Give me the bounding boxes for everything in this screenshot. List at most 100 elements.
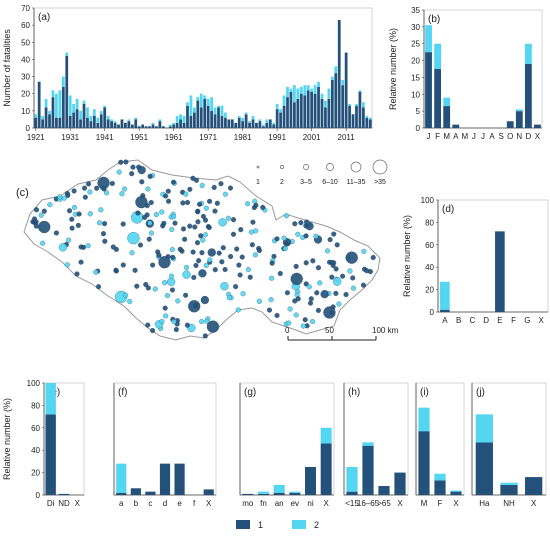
map-point — [164, 293, 170, 299]
map-point — [180, 226, 187, 232]
panel-e-ytick-label: 0 — [36, 491, 41, 500]
map-point — [127, 231, 140, 245]
bar-a-s1 — [61, 86, 65, 128]
map-point — [69, 225, 75, 231]
bar-f-s1 — [130, 488, 141, 495]
bar-a-s2 — [296, 88, 300, 99]
map-point — [190, 249, 196, 255]
bar-a-s2 — [82, 100, 86, 104]
bar-a-s1 — [237, 117, 241, 128]
bar-a-s1 — [92, 116, 96, 128]
bar-b-s1 — [515, 111, 523, 128]
map-point — [53, 230, 59, 236]
bar-a-s2 — [241, 117, 245, 122]
bar-b-s2 — [425, 25, 432, 53]
bar-a-s2 — [303, 85, 307, 96]
size-legend-circle — [303, 164, 309, 170]
bar-g-s1 — [242, 493, 254, 495]
bar-a-s2 — [61, 76, 65, 87]
bar-a-s1 — [137, 126, 141, 128]
bar-a-s1 — [217, 107, 220, 128]
map-point — [274, 236, 280, 242]
bar-a-s2 — [217, 105, 220, 108]
bar-a-s1 — [348, 105, 351, 128]
map-point — [183, 292, 189, 298]
panel-a-fatalities-by-year: 0 10 20 30 40 50 60 70 Number of fatalities (a) 19… — [2, 4, 373, 142]
map-point — [287, 306, 293, 312]
map-point — [313, 233, 319, 239]
bar-b-s2 — [524, 43, 532, 64]
size-legend-label: 11–35 — [347, 179, 366, 186]
map-point — [303, 233, 309, 239]
bar-a-s2 — [220, 105, 224, 116]
bar-a-s1 — [330, 80, 334, 128]
map-point — [345, 251, 358, 264]
map-point — [300, 323, 306, 329]
bar-a-s2 — [134, 117, 138, 120]
bar-a-s1 — [41, 119, 45, 128]
bar-a-s2 — [330, 76, 334, 80]
bar-a-s1 — [341, 85, 345, 128]
bar-a-s2 — [86, 107, 89, 118]
bar-a-s1 — [86, 117, 89, 128]
map-point — [104, 190, 110, 196]
map-point — [274, 312, 280, 319]
map-point — [129, 250, 135, 256]
bar-a-s1 — [203, 98, 207, 128]
bar-a-s1 — [286, 97, 289, 128]
bar-a-s1 — [275, 109, 279, 128]
panel-d-ytick-label: 0 — [430, 308, 435, 317]
panel-b-ylabel: Relative number (%) — [388, 28, 398, 110]
bar-d-s1 — [440, 309, 450, 312]
map-point — [195, 219, 201, 225]
map-point — [194, 240, 201, 246]
panel-b-label: (b) — [428, 14, 440, 25]
bar-a-s1 — [158, 121, 162, 128]
map-point — [66, 208, 73, 214]
bar-a-s1 — [58, 117, 62, 128]
panel-e-ytick-label: 20 — [31, 469, 40, 478]
map-point — [327, 237, 333, 243]
map-point — [148, 230, 155, 236]
map-point — [94, 185, 100, 191]
bar-f-s1 — [116, 492, 127, 495]
bar-a-s2 — [341, 80, 345, 86]
map-point — [75, 222, 81, 228]
bar-a-s1 — [127, 121, 131, 128]
panel-d-xtick-label: G — [524, 316, 530, 325]
bar-b-s1 — [452, 124, 460, 128]
map-point — [159, 209, 165, 215]
map-point — [303, 223, 309, 229]
map-point — [153, 212, 160, 218]
bar-a-s2 — [313, 85, 317, 94]
bar-a-s1 — [227, 119, 231, 128]
map-point — [76, 211, 82, 217]
map-point — [237, 272, 243, 278]
bar-a-s1 — [99, 114, 103, 128]
bar-a-s2 — [275, 104, 279, 110]
bar-a-s2 — [99, 110, 103, 115]
map-point — [200, 237, 206, 243]
map-point — [219, 259, 225, 265]
panel-d-xtick-label: A — [442, 316, 448, 325]
panel-b-frame — [423, 9, 543, 129]
map-point — [61, 195, 67, 201]
bar-a-s2 — [355, 104, 358, 106]
map-point — [202, 333, 208, 339]
bar-b-s2 — [515, 109, 523, 112]
map-point — [33, 223, 39, 229]
panel-f-label: (f) — [118, 387, 127, 398]
bar-a-s1 — [141, 124, 145, 128]
bar-e-s1 — [58, 493, 70, 495]
map-point — [343, 292, 349, 298]
map-point — [74, 271, 80, 277]
map-point — [102, 221, 108, 227]
size-legend-label: 6–10 — [322, 179, 338, 186]
bar-a-s2 — [41, 116, 45, 120]
bar-a-s1 — [134, 119, 138, 128]
map-point — [93, 269, 99, 275]
map-point — [238, 227, 244, 233]
map-point — [218, 181, 224, 187]
map-point — [225, 215, 232, 221]
bar-a-s1 — [313, 93, 317, 128]
